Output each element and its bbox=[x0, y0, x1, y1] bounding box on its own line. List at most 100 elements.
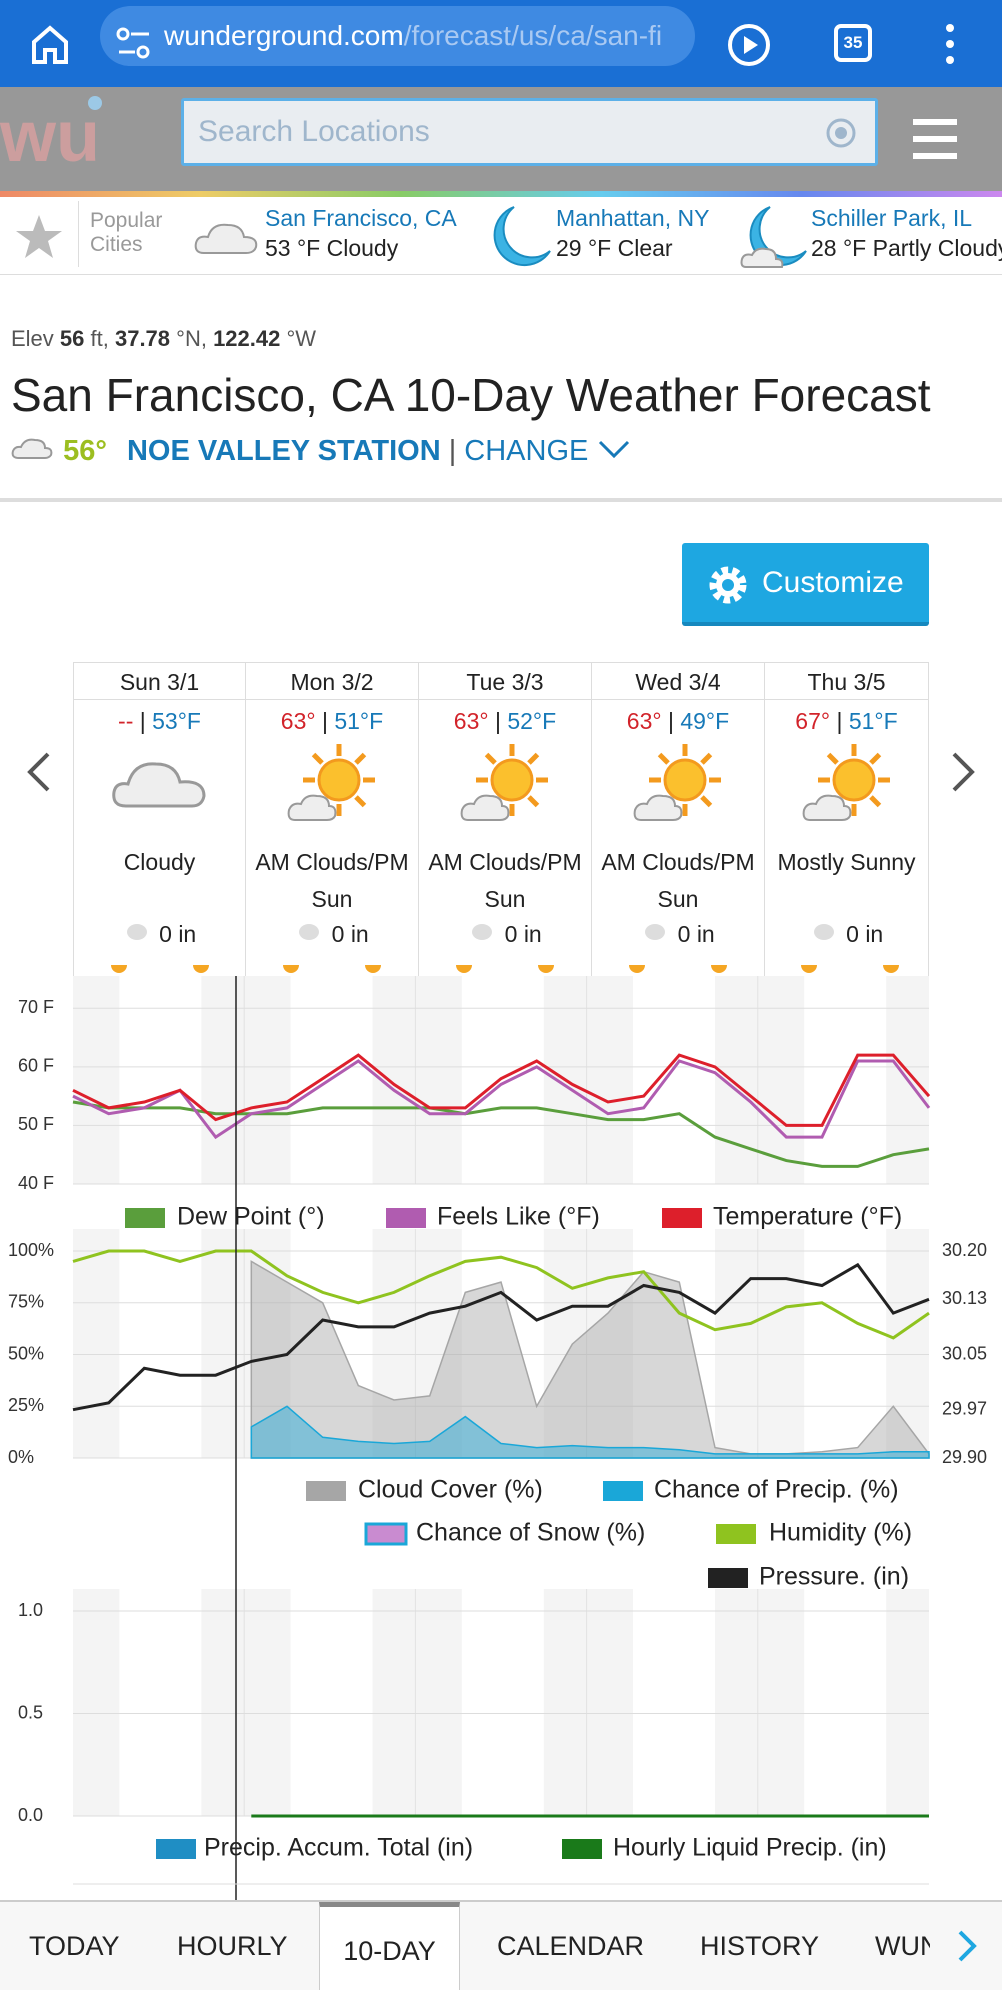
url-bar[interactable]: wunderground.com/forecast/us/ca/san-fi bbox=[100, 6, 695, 66]
next-arrow[interactable] bbox=[948, 750, 978, 794]
popular-label: Popular Cities bbox=[90, 209, 163, 256]
night-band bbox=[73, 1229, 120, 1458]
high-temp: 63° bbox=[453, 708, 489, 734]
city[interactable]: Manhattan, NY 29 °F Clear bbox=[556, 203, 709, 263]
city[interactable]: Schiller Park, IL 28 °F Partly Cloudy bbox=[811, 203, 1002, 263]
sun-cloud-icon bbox=[633, 744, 721, 821]
city[interactable]: San Francisco, CA 53 °F Cloudy bbox=[265, 203, 457, 263]
y-tick-label: 0.0 bbox=[18, 1805, 43, 1825]
low-temp: 49°F bbox=[680, 708, 730, 734]
customize-button[interactable]: Customize bbox=[682, 543, 929, 626]
night-band bbox=[715, 1229, 805, 1458]
menu-icon[interactable] bbox=[940, 20, 960, 68]
separator: | bbox=[830, 708, 849, 734]
icon bbox=[765, 744, 928, 826]
elevation: Elev 56 ft, 37.78 °N, 122.42 °W bbox=[11, 326, 316, 352]
precip: 0 in bbox=[592, 920, 764, 948]
cloud-icon bbox=[194, 223, 258, 254]
tab-count[interactable]: 35 bbox=[834, 24, 872, 62]
nav-tab[interactable]: WUN bbox=[875, 1931, 940, 1961]
night-band bbox=[886, 1589, 929, 1816]
sun-cloud-icon bbox=[460, 744, 548, 821]
day-name: Mon 3/2 bbox=[246, 662, 418, 700]
night-band bbox=[201, 976, 291, 1184]
high-temp: 67° bbox=[795, 708, 831, 734]
y-tick-label: 100% bbox=[8, 1240, 54, 1260]
legend-swatch bbox=[306, 1481, 346, 1501]
icon bbox=[419, 744, 591, 826]
chevron bbox=[599, 440, 630, 459]
separator: | bbox=[133, 708, 153, 734]
nav-tab[interactable]: HISTORY bbox=[700, 1931, 820, 1961]
legend-swatch bbox=[562, 1839, 602, 1859]
icon bbox=[592, 744, 764, 826]
night-band bbox=[543, 1589, 633, 1816]
drop-icon bbox=[645, 924, 666, 940]
station-line: 56° NOE VALLEY STATION | CHANGE bbox=[11, 434, 632, 468]
hi-lo: 67° | 51°F bbox=[765, 706, 928, 736]
legend-label: Dew Point (°) bbox=[177, 1203, 325, 1231]
separator: | bbox=[315, 708, 335, 734]
city-name: Manhattan, NY bbox=[556, 205, 710, 231]
svg-text:wu: wu bbox=[0, 97, 100, 177]
home-icon[interactable] bbox=[28, 22, 72, 66]
legend-swatch bbox=[708, 1568, 748, 1588]
night-band bbox=[73, 1589, 120, 1816]
search-box[interactable]: Search Locations bbox=[181, 98, 878, 166]
prev-arrow[interactable] bbox=[24, 750, 54, 794]
nav-tab[interactable]: TODAY bbox=[29, 1931, 120, 1961]
high-temp: 63° bbox=[280, 708, 316, 734]
play-icon[interactable] bbox=[726, 22, 772, 68]
sun-dots bbox=[419, 960, 591, 976]
y2-tick-label: 30.13 bbox=[942, 1288, 987, 1308]
nav-tab[interactable]: 10-DAY bbox=[319, 1902, 460, 1990]
color-strip bbox=[0, 191, 1002, 197]
day-card: Tue 3/3 63° | 52°F AM Clouds/PM Sun 0 in bbox=[419, 662, 592, 976]
locate-icon[interactable] bbox=[818, 110, 864, 156]
nav-tab[interactable]: CALENDAR bbox=[497, 1931, 645, 1961]
browser-bar: wunderground.com/forecast/us/ca/san-fi 3… bbox=[0, 0, 1002, 87]
line bbox=[72, 1249, 930, 1340]
hamburger[interactable] bbox=[905, 109, 965, 169]
legend-label: Feels Like (°F) bbox=[437, 1203, 600, 1231]
high-temp: 63° bbox=[626, 708, 662, 734]
current-temp: 56° bbox=[63, 435, 107, 467]
night-band bbox=[372, 1589, 462, 1816]
precip-amount: 0 in bbox=[846, 921, 884, 947]
y-tick-label: 75% bbox=[8, 1292, 44, 1312]
nav-tab[interactable]: HOURLY bbox=[177, 1931, 288, 1961]
line bbox=[72, 1262, 930, 1412]
precip-amount: 0 in bbox=[331, 921, 369, 947]
legend-label: Chance of Precip. (%) bbox=[654, 1476, 899, 1504]
city-name: San Francisco, CA bbox=[265, 205, 457, 231]
day-name: Thu 3/5 bbox=[765, 662, 928, 700]
drop-icon bbox=[299, 924, 320, 940]
day-name: Wed 3/4 bbox=[592, 662, 764, 700]
city-conditions: 29 °F Clear bbox=[556, 235, 673, 261]
logo[interactable]: wu bbox=[0, 91, 125, 181]
hi-lo: 63° | 52°F bbox=[419, 706, 591, 736]
nav-more[interactable] bbox=[930, 1902, 1002, 1990]
site-info-icon[interactable] bbox=[115, 24, 155, 64]
elev-part: 37.78 bbox=[114, 326, 171, 351]
legend-label: Chance of Snow (%) bbox=[416, 1519, 645, 1547]
night-band bbox=[715, 1589, 805, 1816]
change-link[interactable]: CHANGE bbox=[464, 435, 589, 467]
y-tick-label: 50% bbox=[8, 1343, 44, 1363]
day-card: Mon 3/2 63° | 51°F AM Clouds/PM Sun 0 in bbox=[246, 662, 419, 976]
y2-tick-label: 29.97 bbox=[942, 1398, 987, 1418]
low-temp: 51°F bbox=[334, 708, 384, 734]
hi-lo: -- | 53°F bbox=[74, 706, 245, 736]
hi-lo: 63° | 51°F bbox=[246, 706, 418, 736]
line bbox=[72, 1053, 931, 1127]
station-name[interactable]: NOE VALLEY STATION bbox=[126, 435, 441, 467]
legend-swatch bbox=[716, 1524, 756, 1544]
elev-part: °N, bbox=[170, 326, 214, 351]
hi-lo: 63° | 49°F bbox=[592, 706, 764, 736]
y2-tick-label: 29.90 bbox=[942, 1447, 987, 1467]
star-icon[interactable] bbox=[12, 211, 66, 261]
y-tick-label: 70 F bbox=[18, 997, 54, 1017]
sun-cloud-icon bbox=[802, 744, 890, 821]
elev-part: °W bbox=[280, 326, 317, 351]
